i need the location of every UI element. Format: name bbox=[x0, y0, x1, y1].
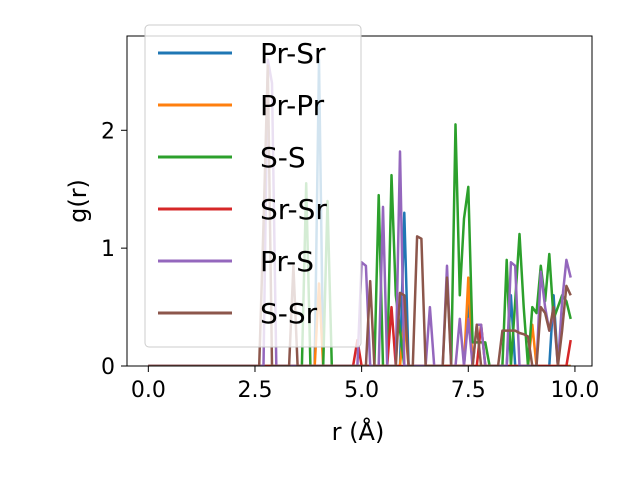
x-axis: 0.0 2.5 5.0 7.5 10.0 bbox=[131, 366, 599, 403]
y-tick-label: 2 bbox=[101, 119, 115, 144]
legend-label: Sr-Sr bbox=[260, 193, 327, 226]
legend-label: Pr-Pr bbox=[260, 89, 325, 122]
legend-label: Pr-Sr bbox=[260, 37, 326, 70]
legend-box bbox=[144, 24, 362, 348]
x-tick-label: 2.5 bbox=[237, 378, 272, 403]
y-tick-label: 1 bbox=[101, 237, 115, 262]
legend-label: S-S bbox=[260, 141, 306, 174]
legend-label: S-Sr bbox=[260, 297, 318, 330]
x-tick-label: 5.0 bbox=[344, 378, 379, 403]
legend-label: Pr-S bbox=[260, 245, 314, 278]
y-axis-label: g(r) bbox=[64, 179, 92, 223]
series-line-s-sr bbox=[148, 64, 572, 366]
x-tick-label: 10.0 bbox=[550, 378, 599, 403]
x-axis-label: r (Å) bbox=[332, 417, 385, 446]
x-tick-label: 7.5 bbox=[451, 378, 486, 403]
x-tick-label: 0.0 bbox=[131, 378, 166, 403]
series-line-pr-s bbox=[148, 58, 572, 366]
y-tick-label: 0 bbox=[101, 355, 115, 380]
y-axis: 0 1 2 bbox=[101, 119, 127, 380]
legend: Pr-Sr Pr-Pr S-S Sr-Sr Pr-S S-Sr bbox=[144, 24, 362, 348]
